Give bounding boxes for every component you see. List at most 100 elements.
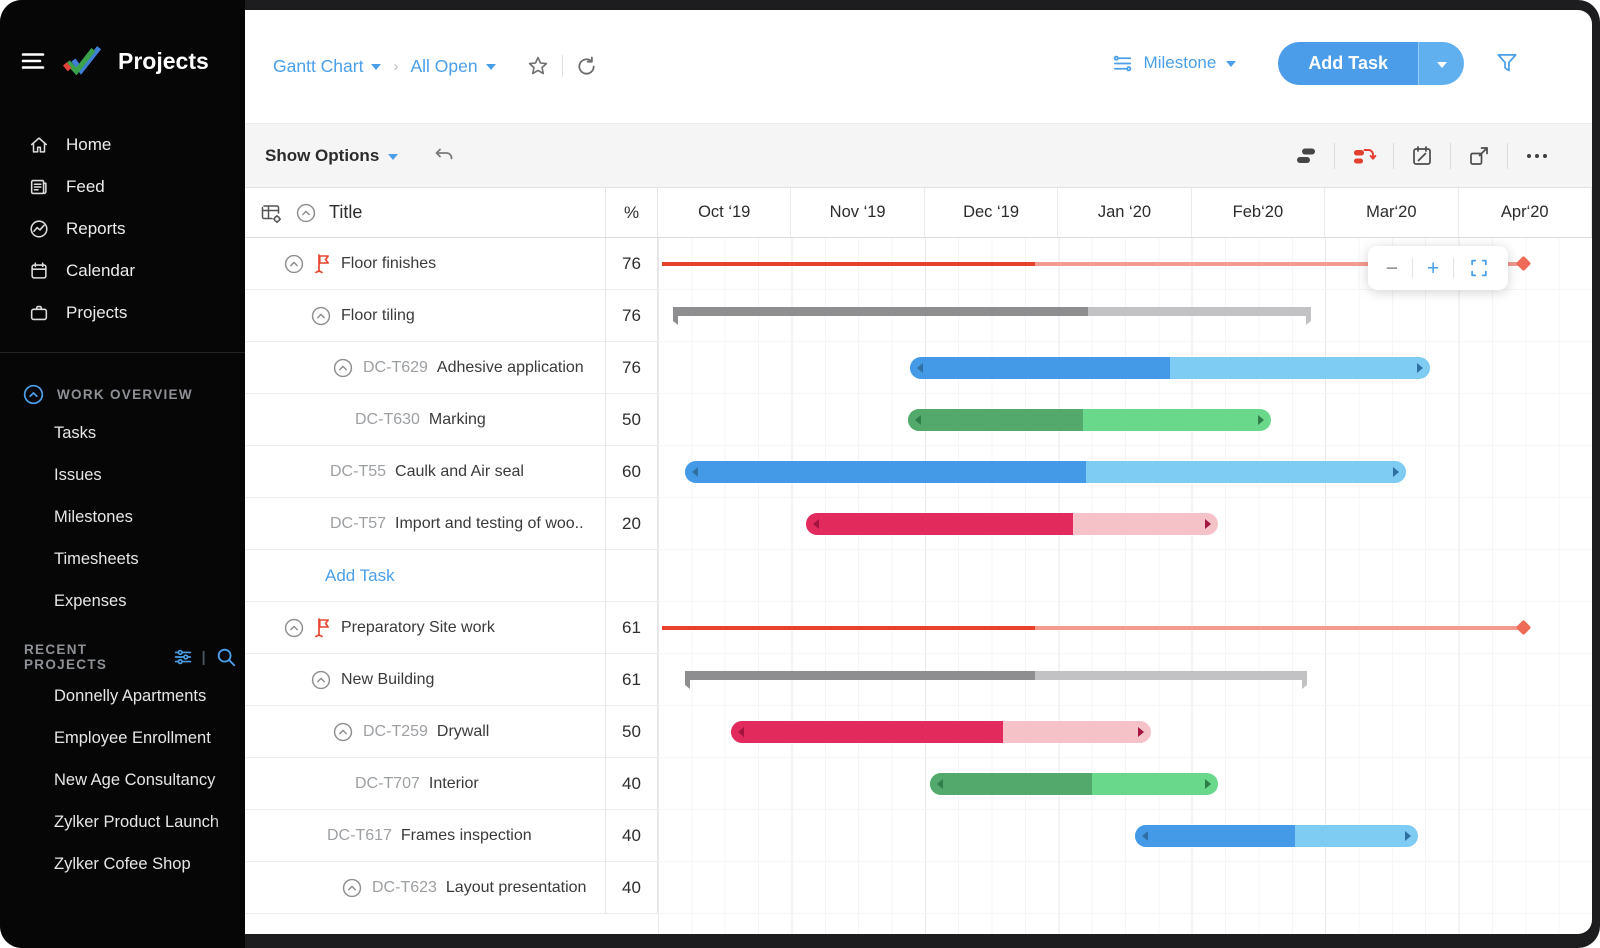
row-title-cell[interactable]: DC-T55 Caulk and Air seal xyxy=(245,446,605,498)
row-title-cell[interactable]: DC-T629 Adhesive application xyxy=(245,342,605,394)
add-task-link[interactable]: Add Task xyxy=(325,565,395,585)
sidebar-item-tasks[interactable]: Tasks xyxy=(0,412,245,454)
undo-icon[interactable] xyxy=(432,144,456,168)
table-row[interactable]: DC-T623 Layout presentation 40 xyxy=(245,862,1592,914)
more-options-icon[interactable] xyxy=(1524,144,1550,168)
project-filter-icon[interactable] xyxy=(172,646,194,668)
bar-right-handle[interactable] xyxy=(1138,727,1144,737)
recent-project-item[interactable]: Zylker Product Launch xyxy=(0,801,245,843)
summary-bar[interactable] xyxy=(685,671,1307,689)
gantt-bar[interactable] xyxy=(908,409,1271,431)
chevron-circle-icon[interactable] xyxy=(332,721,354,743)
table-row[interactable]: DC-T259 Drywall 50 xyxy=(245,706,1592,758)
sidebar-item-feed[interactable]: Feed xyxy=(0,166,245,208)
exclude-weekends-icon[interactable] xyxy=(1410,144,1434,168)
chevron-circle-icon[interactable] xyxy=(283,617,305,639)
column-settings-icon[interactable] xyxy=(259,201,283,225)
gantt-bar[interactable] xyxy=(806,513,1218,535)
chevron-circle-icon[interactable] xyxy=(283,253,305,275)
bar-left-handle[interactable] xyxy=(1142,831,1148,841)
bar-left-handle[interactable] xyxy=(937,779,943,789)
recent-project-item[interactable]: Employee Enrollment xyxy=(0,717,245,759)
table-row[interactable]: DC-T55 Caulk and Air seal 60 xyxy=(245,446,1592,498)
row-title-cell[interactable]: DC-T617 Frames inspection xyxy=(245,810,605,862)
table-row[interactable]: New Building 61 xyxy=(245,654,1592,706)
row-title-cell[interactable]: DC-T57 Import and testing of woo.. xyxy=(245,498,605,550)
milestone-line[interactable] xyxy=(662,619,1532,636)
bar-left-handle[interactable] xyxy=(738,727,744,737)
work-overview-header[interactable]: WORK OVERVIEW xyxy=(0,376,245,412)
search-icon[interactable] xyxy=(215,646,237,668)
sidebar-item-home[interactable]: Home xyxy=(0,124,245,166)
sidebar-item-issues[interactable]: Issues xyxy=(0,454,245,496)
bar-right-handle[interactable] xyxy=(1417,363,1423,373)
chevron-circle-icon[interactable] xyxy=(341,877,363,899)
add-task-button[interactable]: Add Task xyxy=(1278,41,1464,85)
recent-project-item[interactable]: New Age Consultancy xyxy=(0,759,245,801)
favorite-star-icon[interactable] xyxy=(526,54,550,78)
gantt-bar[interactable] xyxy=(930,773,1218,795)
collapse-section-icon[interactable] xyxy=(22,383,45,406)
zoom-out-button[interactable]: − xyxy=(1385,256,1398,280)
fullscreen-icon[interactable] xyxy=(1467,144,1491,168)
bar-left-handle[interactable] xyxy=(692,467,698,477)
table-row[interactable]: DC-T630 Marking 50 xyxy=(245,394,1592,446)
row-title-cell[interactable]: Add Task xyxy=(245,550,605,602)
gantt-bar[interactable] xyxy=(1135,825,1418,847)
recent-project-item[interactable]: Zylker Cofee Shop xyxy=(0,843,245,885)
recent-project-item[interactable]: Donnelly Apartments xyxy=(0,675,245,717)
sidebar-item-expenses[interactable]: Expenses xyxy=(0,580,245,622)
filter-selector[interactable]: All Open xyxy=(410,56,496,77)
hamburger-menu-icon[interactable] xyxy=(20,50,46,72)
table-row[interactable]: Preparatory Site work 61 xyxy=(245,602,1592,654)
gantt-bar[interactable] xyxy=(910,357,1430,379)
bar-left-handle[interactable] xyxy=(917,363,923,373)
bar-right-handle[interactable] xyxy=(1258,415,1264,425)
row-title-cell[interactable]: DC-T630 Marking xyxy=(245,394,605,446)
bar-right-handle[interactable] xyxy=(1393,467,1399,477)
table-row[interactable]: Floor tiling 76 xyxy=(245,290,1592,342)
show-options-button[interactable]: Show Options xyxy=(265,146,399,166)
add-task-dropdown[interactable] xyxy=(1418,41,1464,85)
row-title-cell[interactable]: Preparatory Site work xyxy=(245,602,605,654)
sidebar-item-calendar[interactable]: Calendar xyxy=(0,250,245,292)
summary-bar[interactable] xyxy=(673,307,1311,325)
table-row[interactable]: DC-T629 Adhesive application 76 xyxy=(245,342,1592,394)
bar-style-icon[interactable] xyxy=(1294,144,1318,168)
table-row[interactable]: Floor finishes 76 xyxy=(245,238,1592,290)
gantt-bar[interactable] xyxy=(685,461,1406,483)
bar-right-handle[interactable] xyxy=(1405,831,1411,841)
collapse-all-icon[interactable] xyxy=(295,202,317,224)
gantt-bar[interactable] xyxy=(731,721,1151,743)
sidebar-item-reports[interactable]: Reports xyxy=(0,208,245,250)
bar-left-handle[interactable] xyxy=(813,519,819,529)
table-row[interactable]: Add Task xyxy=(245,550,1592,602)
row-title-cell[interactable]: Floor finishes xyxy=(245,238,605,290)
chevron-circle-icon[interactable] xyxy=(332,357,354,379)
sidebar-item-projects[interactable]: Projects xyxy=(0,292,245,334)
sidebar-item-timesheets[interactable]: Timesheets xyxy=(0,538,245,580)
fit-screen-button[interactable] xyxy=(1468,257,1490,279)
row-title-cell[interactable]: DC-T707 Interior xyxy=(245,758,605,810)
group-by-selector[interactable]: Milestone xyxy=(1111,52,1237,75)
refresh-icon[interactable] xyxy=(575,55,598,78)
row-title-cell[interactable]: DC-T623 Layout presentation xyxy=(245,862,605,914)
milestone-line[interactable] xyxy=(662,255,1532,272)
zoom-in-button[interactable]: + xyxy=(1427,256,1440,280)
table-row[interactable]: DC-T707 Interior 40 xyxy=(245,758,1592,810)
chevron-circle-icon[interactable] xyxy=(310,305,332,327)
filter-funnel-icon[interactable] xyxy=(1494,50,1520,76)
baseline-icon[interactable] xyxy=(1351,143,1377,168)
bar-right-handle[interactable] xyxy=(1205,779,1211,789)
sidebar-item-milestones[interactable]: Milestones xyxy=(0,496,245,538)
row-title-cell[interactable]: New Building xyxy=(245,654,605,706)
bar-left-handle[interactable] xyxy=(915,415,921,425)
bar-right-handle[interactable] xyxy=(1205,519,1211,529)
row-title-cell[interactable]: Floor tiling xyxy=(245,290,605,342)
table-row[interactable]: DC-T617 Frames inspection 40 xyxy=(245,810,1592,862)
table-row[interactable]: DC-T57 Import and testing of woo.. 20 xyxy=(245,498,1592,550)
add-task-button-label[interactable]: Add Task xyxy=(1278,41,1418,85)
chevron-circle-icon[interactable] xyxy=(310,669,332,691)
view-selector[interactable]: Gantt Chart xyxy=(273,56,382,77)
row-title-cell[interactable]: DC-T259 Drywall xyxy=(245,706,605,758)
